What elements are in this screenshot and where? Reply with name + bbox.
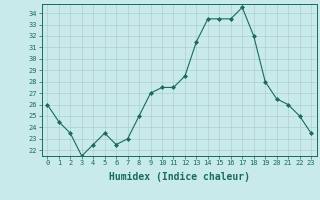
X-axis label: Humidex (Indice chaleur): Humidex (Indice chaleur)	[109, 172, 250, 182]
